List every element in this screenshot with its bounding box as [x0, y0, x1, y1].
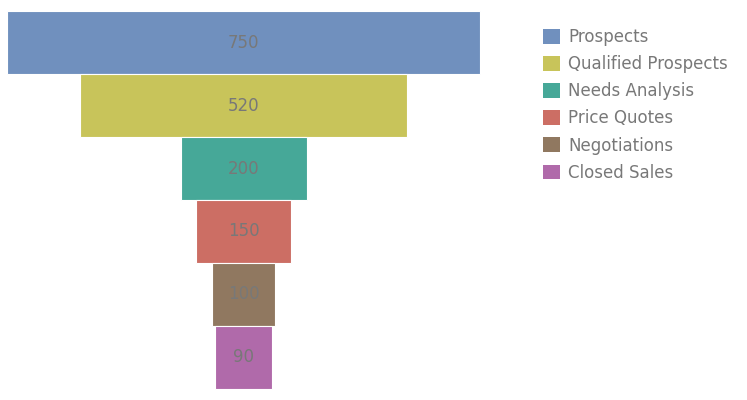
Legend: Prospects, Qualified Prospects, Needs Analysis, Price Quotes, Negotiations, Clos: Prospects, Qualified Prospects, Needs An… [543, 28, 728, 182]
Text: 520: 520 [228, 96, 259, 114]
Text: 750: 750 [228, 34, 259, 52]
Bar [215, 326, 272, 389]
Bar [181, 137, 306, 200]
Text: 90: 90 [233, 348, 254, 366]
Text: 200: 200 [228, 160, 259, 178]
Bar [7, 11, 480, 74]
Bar [212, 263, 275, 326]
Text: 150: 150 [228, 222, 259, 240]
Bar [80, 74, 407, 137]
Bar [196, 200, 291, 263]
Text: 100: 100 [228, 286, 259, 304]
